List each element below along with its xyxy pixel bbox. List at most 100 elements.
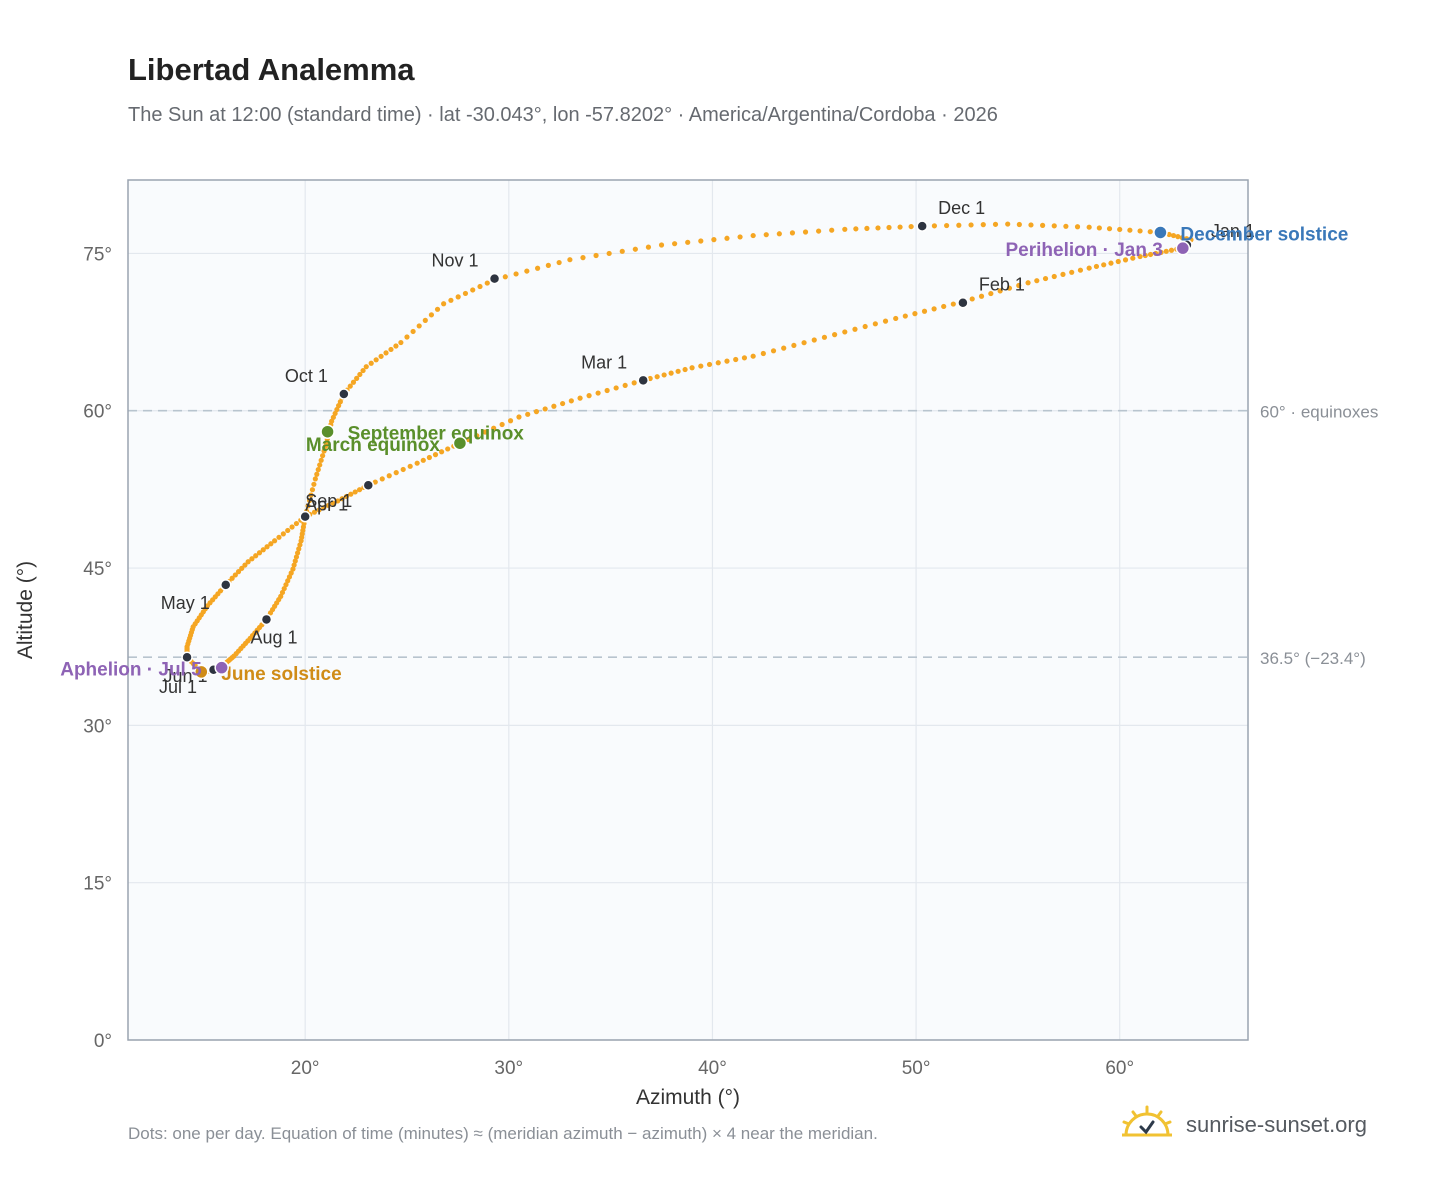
daily-dot — [613, 385, 619, 391]
month-marker-dot — [957, 296, 969, 309]
month-marker-label: Apr 1 — [305, 495, 348, 515]
daily-dot — [373, 357, 379, 363]
month-marker-label: May 1 — [161, 593, 210, 613]
daily-dot — [312, 476, 318, 482]
daily-dot — [320, 453, 326, 459]
daily-dot — [969, 296, 975, 302]
daily-dot — [279, 589, 286, 596]
daily-dot — [348, 491, 354, 497]
daily-dot — [737, 234, 743, 240]
daily-dot — [482, 429, 488, 435]
daily-dot — [393, 343, 399, 349]
daily-dot — [1051, 223, 1057, 229]
month-marker-dot — [299, 510, 311, 523]
chart-subtitle: The Sun at 12:00 (standard time) · lat -… — [128, 104, 998, 126]
daily-dot — [426, 454, 432, 461]
daily-dot — [414, 460, 420, 466]
daily-dot — [1096, 225, 1102, 231]
event-marker-label: Aphelion · Jul 5 — [60, 660, 202, 681]
y-tick-label: 15° — [83, 874, 112, 895]
month-marker-label: Oct 1 — [285, 366, 328, 386]
y-axis-label: Altitude (°) — [14, 561, 37, 659]
daily-dot — [372, 479, 378, 485]
daily-dot — [875, 225, 881, 231]
reference-line-label: 60° · equinoxes — [1260, 403, 1378, 422]
daily-dot — [441, 301, 447, 307]
daily-dot — [724, 358, 730, 364]
month-marker-dot — [219, 579, 232, 591]
event-marker-dot — [452, 435, 468, 451]
daily-dot — [1168, 247, 1175, 253]
daily-dot — [432, 452, 439, 458]
daily-dot — [829, 227, 835, 233]
daily-dot — [689, 365, 695, 371]
brand[interactable]: sunrise-sunset.org — [1120, 1103, 1367, 1147]
event-marker-dot — [320, 424, 335, 439]
daily-dot — [357, 371, 363, 378]
daily-dot — [1042, 275, 1049, 282]
daily-dot — [354, 375, 360, 381]
daily-dot — [434, 306, 441, 312]
daily-dot — [645, 244, 652, 250]
month-marker-label: Jan 1 — [1211, 221, 1255, 241]
daily-dot — [1147, 229, 1153, 235]
daily-dot — [455, 294, 461, 300]
daily-dot — [770, 348, 777, 354]
daily-dot — [992, 221, 999, 227]
daily-dot — [1016, 282, 1022, 289]
daily-dot — [315, 467, 321, 473]
daily-dot — [1063, 223, 1069, 229]
daily-dot — [245, 559, 251, 565]
daily-dot — [306, 497, 313, 504]
daily-dot — [1137, 253, 1143, 260]
daily-dot — [242, 562, 248, 568]
daily-dot — [1025, 280, 1031, 286]
daily-dot — [789, 230, 796, 236]
daily-dot — [356, 487, 363, 493]
daily-dot — [422, 317, 428, 323]
daily-dot — [912, 311, 918, 317]
daily-dot — [791, 342, 797, 349]
daily-dot — [1106, 226, 1113, 232]
month-marker-dot — [181, 651, 193, 663]
daily-dot — [388, 346, 394, 353]
daily-dot — [698, 363, 704, 369]
brand-name: sunrise-sunset.org — [1186, 1112, 1367, 1137]
daily-dot — [339, 496, 345, 502]
daily-dot — [1101, 262, 1107, 268]
daily-dot — [337, 399, 343, 405]
month-marker-dot — [362, 479, 375, 491]
daily-dot — [580, 255, 586, 261]
event-marker-label: June solstice — [221, 664, 341, 685]
daily-dot — [802, 229, 809, 235]
daily-dot — [293, 520, 300, 527]
daily-dot — [816, 228, 822, 234]
daily-dot — [264, 544, 270, 550]
daily-dot — [470, 287, 476, 293]
daily-dot — [400, 466, 406, 473]
daily-dot — [980, 222, 986, 228]
daily-dot — [1108, 260, 1114, 266]
daily-dot — [379, 476, 385, 482]
daily-dot — [1122, 257, 1129, 263]
month-marker-label: Feb 1 — [979, 275, 1025, 295]
daily-dot — [1093, 263, 1100, 270]
daily-dot — [568, 398, 574, 404]
daily-dot — [968, 222, 974, 228]
daily-dot — [711, 237, 717, 243]
daily-dot — [462, 290, 469, 297]
event-marker-label: December solstice — [1180, 224, 1348, 245]
daily-dot — [1074, 224, 1081, 230]
daily-dot — [281, 585, 287, 592]
x-tick-label: 20° — [291, 1058, 320, 1079]
daily-dot — [551, 403, 557, 409]
daily-dot — [724, 235, 730, 241]
daily-dot — [321, 448, 327, 454]
daily-dot — [272, 538, 278, 544]
daily-dot — [283, 582, 289, 588]
month-marker-label: Dec 1 — [938, 198, 985, 218]
plot-background — [128, 180, 1248, 1040]
daily-dot — [286, 574, 293, 580]
daily-dot — [276, 534, 282, 540]
daily-dot — [842, 226, 848, 232]
